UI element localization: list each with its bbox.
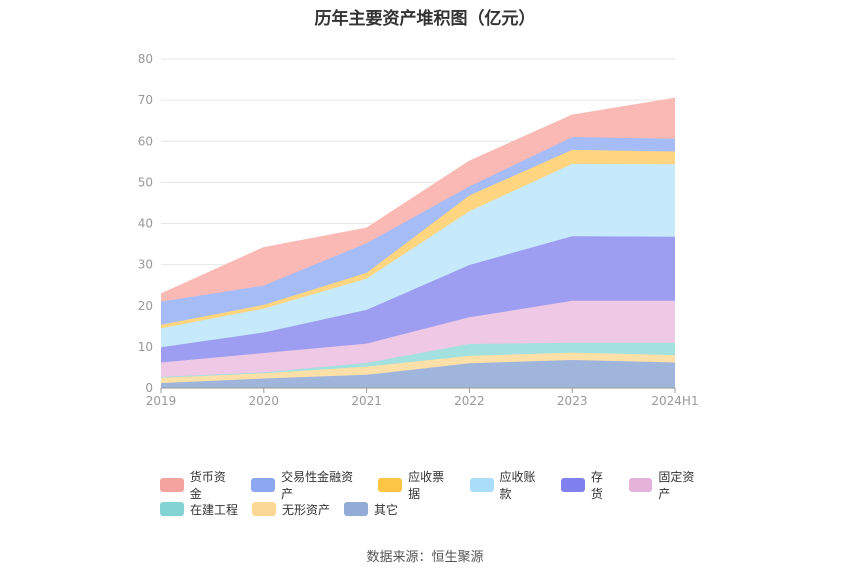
y-tick-label: 60 [138, 134, 153, 148]
chart-title: 历年主要资产堆积图（亿元） [314, 9, 536, 29]
legend: 货币资金 交易性金融资产 应收票据 应收账款 存货 固定资产 在建工程 无形资产 其它 [160, 470, 720, 521]
x-tick-label: 2023 [557, 394, 588, 408]
legend-label: 应收票据 [408, 470, 445, 501]
x-tick-label: 2020 [249, 394, 280, 408]
legend-swatch [160, 502, 184, 516]
y-tick-label: 70 [138, 93, 153, 107]
legend-label: 应收账款 [499, 470, 536, 501]
x-tick-label: 2021 [351, 394, 382, 408]
legend-swatch [160, 478, 184, 492]
y-tick-label: 0 [145, 381, 153, 395]
legend-item[interactable]: 其它 [344, 501, 398, 518]
legend-row: 货币资金 交易性金融资产 应收票据 应收账款 存货 固定资产 [160, 470, 720, 501]
legend-item[interactable]: 交易性金融资产 [251, 468, 364, 502]
legend-swatch [378, 478, 403, 492]
legend-item[interactable]: 应收票据 [378, 468, 455, 502]
legend-label: 在建工程 [190, 502, 239, 517]
y-tick-label: 20 [138, 299, 153, 313]
legend-item[interactable]: 存货 [561, 468, 615, 502]
y-tick-label: 10 [138, 340, 153, 354]
legend-swatch [251, 478, 276, 492]
legend-item[interactable]: 货币资金 [160, 468, 237, 502]
legend-item[interactable]: 无形资产 [252, 501, 330, 518]
y-tick-label: 40 [138, 217, 153, 231]
legend-swatch [469, 478, 494, 492]
axes: 0 10 20 30 40 50 60 70 80 2019 2020 2021 2022 2023 202… [138, 52, 699, 408]
legend-item[interactable]: 在建工程 [160, 501, 238, 518]
legend-swatch [252, 502, 277, 516]
area-series-3 [161, 342, 675, 378]
area-series-edge-5 [160, 235, 676, 349]
legend-row: 在建工程 无形资产 其它 [160, 497, 720, 521]
legend-item[interactable]: 固定资产 [628, 468, 706, 502]
area-series-4 [161, 300, 675, 377]
area-series-8 [161, 137, 675, 325]
legend-label: 固定资产 [658, 470, 695, 501]
legend-label: 无形资产 [282, 502, 331, 517]
area-series-2 [161, 352, 675, 384]
legend-swatch [561, 478, 585, 492]
area-series-1 [161, 360, 675, 388]
legend-label: 其它 [374, 502, 399, 517]
stacked-area-chart: 0 10 20 30 40 50 60 70 80 2019 2020 2021 2022 2023 202… [138, 52, 699, 408]
area-series-7 [161, 149, 675, 329]
x-tick-label: 2022 [454, 394, 485, 408]
area-series-5 [161, 236, 675, 363]
legend-swatch [344, 502, 369, 516]
area-series [160, 97, 676, 388]
x-tick-label: 2024H1 [651, 394, 698, 408]
y-tick-label: 80 [138, 52, 153, 66]
legend-item[interactable]: 应收账款 [469, 468, 547, 502]
legend-label: 交易性金融资产 [281, 470, 354, 501]
legend-label: 存货 [590, 470, 603, 501]
data-source: 数据来源：恒生聚源 [366, 550, 484, 565]
x-tick-label: 2019 [146, 394, 177, 408]
y-tick-label: 30 [138, 258, 153, 272]
legend-swatch [628, 478, 653, 492]
area-series-9 [161, 98, 675, 302]
area-series-edge-9 [160, 97, 676, 295]
y-tick-label: 50 [138, 175, 153, 189]
legend-label: 货币资金 [189, 470, 226, 501]
